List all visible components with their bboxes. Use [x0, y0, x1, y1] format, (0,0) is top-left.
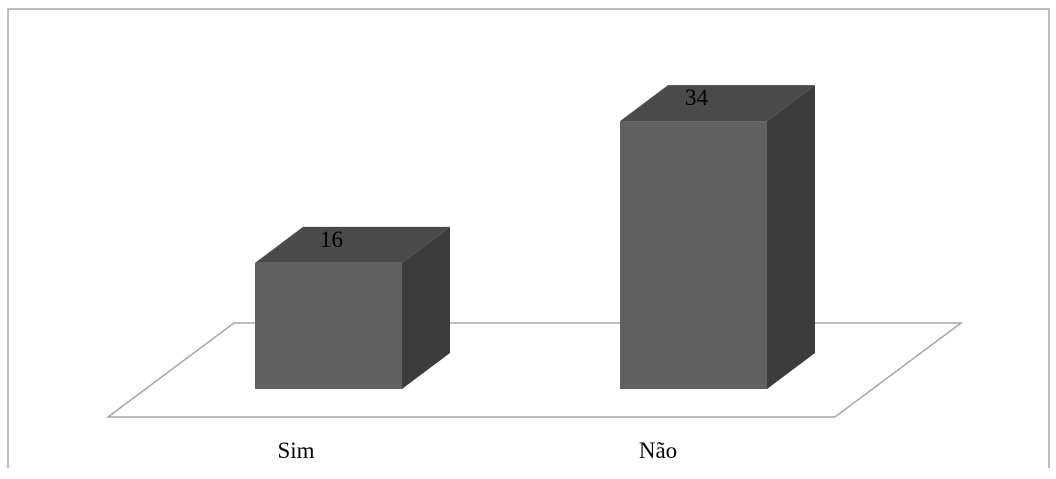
chart-border-line	[7, 8, 1050, 468]
bar-nao	[620, 121, 767, 389]
category-label: Não	[639, 438, 677, 463]
bar-side	[402, 226, 450, 389]
bar-sim	[255, 262, 402, 389]
bar-side	[767, 85, 815, 389]
category-label: Sim	[277, 438, 314, 463]
labels: Sim Não	[277, 438, 677, 463]
bar-top	[255, 226, 450, 263]
data-label: 34	[685, 85, 709, 110]
floor-plane	[105, 322, 964, 418]
data-label: 16	[320, 227, 343, 252]
chart-floor	[105, 322, 964, 418]
chart-border	[7, 8, 1050, 468]
bar-top	[620, 85, 815, 122]
